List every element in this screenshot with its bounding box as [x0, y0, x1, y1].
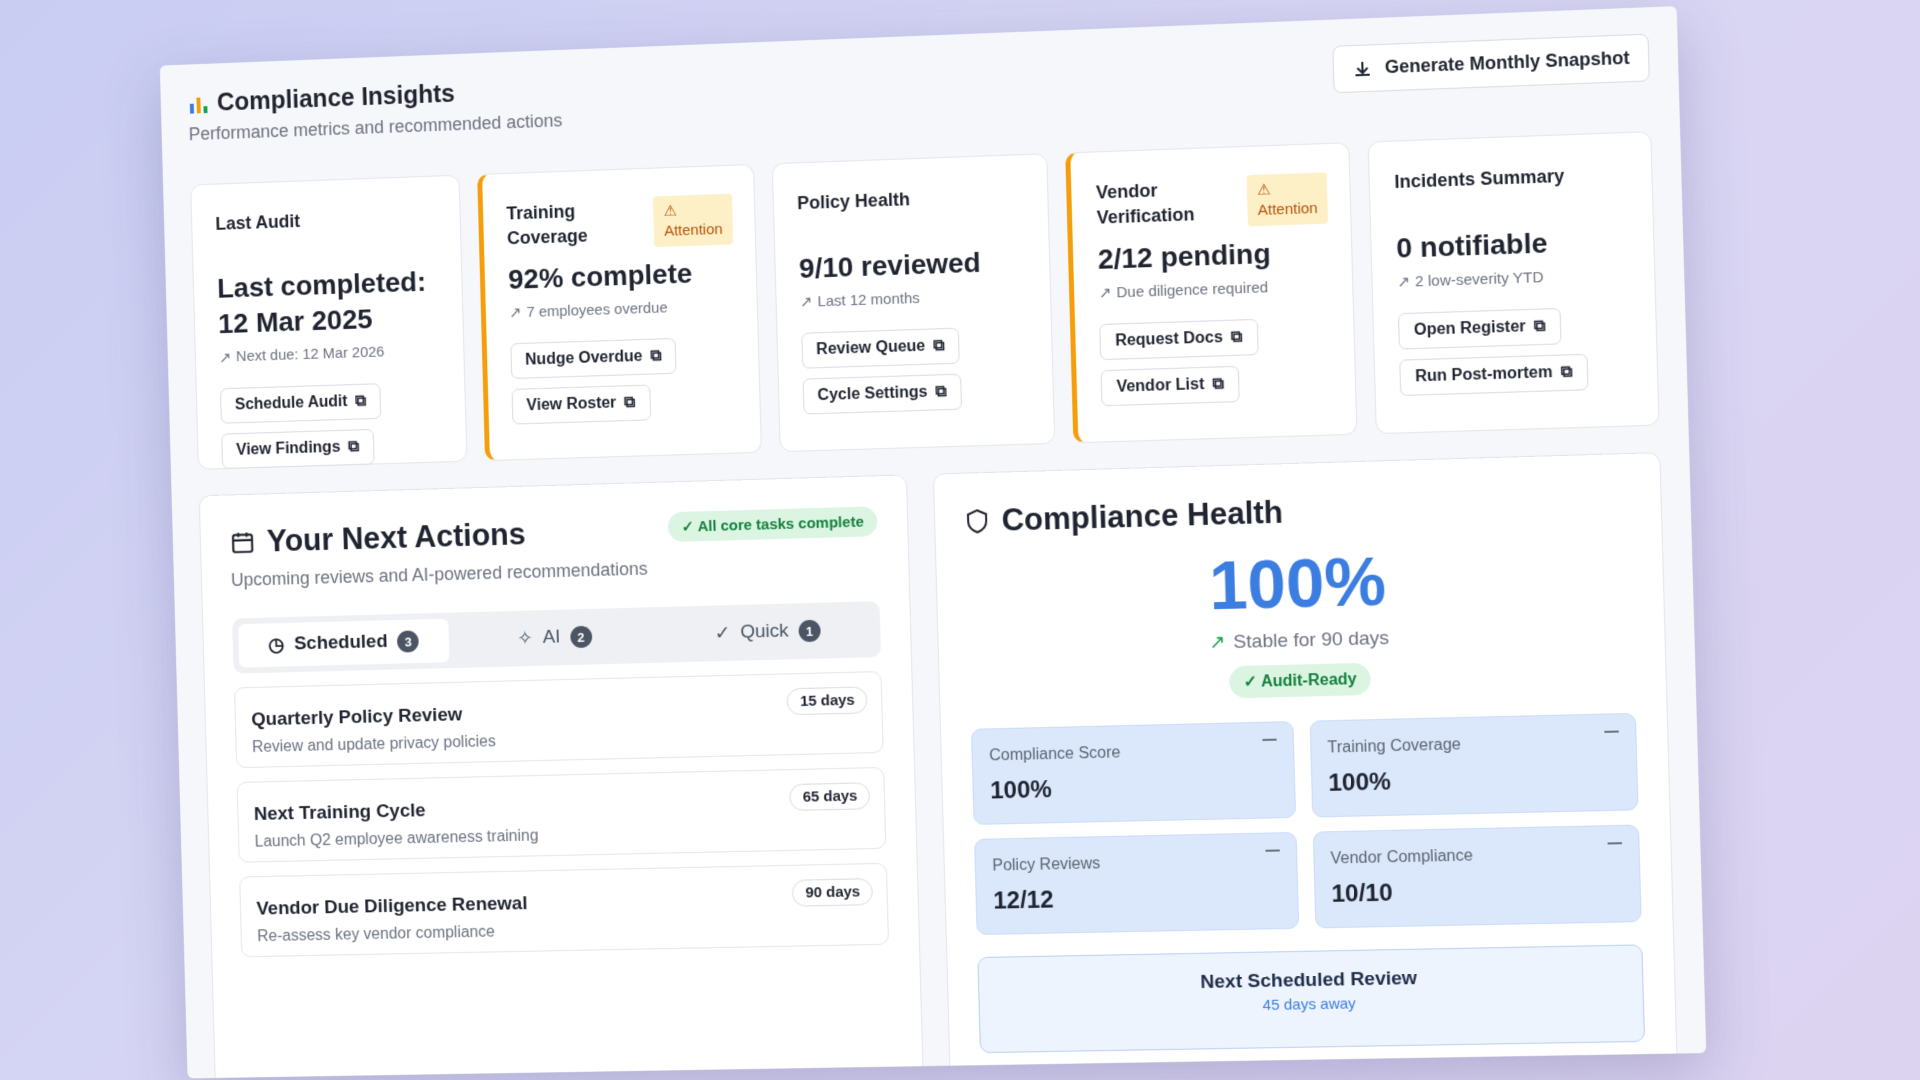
request-docs-button[interactable]: Request Docs ⧉ — [1100, 319, 1259, 360]
trend-up-icon: ↗ — [1209, 631, 1226, 655]
metric-vendor-compliance: Vendor Compliance 10/10 — [1312, 825, 1641, 929]
card-policy-health: Policy Health 9/10 reviewed ↗ Last 12 mon… — [771, 153, 1055, 452]
tab-count: 1 — [798, 620, 820, 643]
trend-icon: ↗ — [800, 293, 813, 311]
view-findings-button[interactable]: View Findings ⧉ — [221, 429, 374, 469]
trend-icon: ↗ — [1098, 284, 1111, 302]
bar-chart-icon — [188, 93, 210, 115]
card-note: Last 12 months — [817, 290, 920, 310]
next-actions-title: Your Next Actions — [266, 516, 526, 559]
trend-icon: ↗ — [1397, 273, 1410, 292]
attention-badge: ⚠ Attention — [1247, 172, 1329, 226]
item-desc: Re-assess key vendor compliance — [257, 916, 872, 946]
card-note: 7 employees overdue — [526, 299, 668, 321]
card-label: Policy Health — [797, 187, 910, 216]
view-roster-button[interactable]: View Roster ⧉ — [511, 385, 650, 425]
card-label: Vendor Verification — [1096, 177, 1195, 231]
cycle-settings-button[interactable]: Cycle Settings ⧉ — [802, 374, 962, 415]
attention-badge: ⚠ Attention — [653, 194, 733, 247]
item-desc: Launch Q2 employee awareness training — [254, 820, 869, 851]
vendor-list-button[interactable]: Vendor List ⧉ — [1101, 366, 1240, 407]
list-item[interactable]: Next Training Cycle Launch Q2 employee a… — [237, 767, 887, 863]
next-actions-panel: Your Next Actions ✓ All core tasks compl… — [199, 474, 926, 1078]
card-value: 0 notifiable — [1396, 222, 1631, 267]
clock-icon: ◷ — [268, 633, 285, 656]
dashboard-window: Compliance Insights Performance metrics … — [160, 6, 1706, 1078]
card-value: 9/10 reviewed — [799, 243, 1028, 287]
run-post-mortem-button[interactable]: Run Post-mortem ⧉ — [1399, 354, 1588, 396]
external-link-icon: ⧉ — [624, 394, 636, 412]
metric-training-coverage: Training Coverage 100% — [1309, 713, 1638, 818]
sparkle-icon: ✧ — [517, 627, 533, 650]
next-actions-subtitle: Upcoming reviews and AI-powered recommen… — [231, 552, 879, 591]
external-link-icon: ⧉ — [933, 338, 945, 356]
tab-count: 2 — [570, 626, 592, 648]
days-badge: 15 days — [787, 686, 868, 715]
tab-ai[interactable]: ✧ AI 2 — [448, 613, 661, 662]
card-note: Next due: 12 Mar 2026 — [236, 344, 385, 366]
actions-tabs: ◷ Scheduled 3 ✧ AI 2 ✓ Quick 1 — [232, 601, 881, 674]
external-link-icon: ⧉ — [1560, 364, 1572, 383]
card-value: 92% complete — [508, 254, 734, 298]
stable-text: Stable for 90 days — [1233, 627, 1389, 653]
trend-icon: ↗ — [509, 304, 522, 322]
list-item[interactable]: Vendor Due Diligence Renewal Re-assess k… — [239, 863, 889, 957]
metric-policy-reviews: Policy Reviews 12/12 — [975, 832, 1299, 935]
tab-count: 3 — [397, 630, 419, 652]
card-label: Last Audit — [215, 209, 300, 237]
external-link-icon: ⧉ — [1231, 329, 1243, 347]
external-link-icon: ⧉ — [650, 348, 662, 366]
external-link-icon: ⧉ — [348, 438, 360, 456]
item-desc: Review and update privacy policies — [252, 724, 867, 757]
minus-icon — [1262, 739, 1276, 741]
calendar-icon — [230, 529, 256, 555]
item-title: Next Training Cycle — [254, 790, 869, 826]
status-badge: ✓ All core tasks complete — [667, 506, 878, 542]
compliance-health-panel: Compliance Health 100% ↗ Stable for 90 d… — [933, 452, 1678, 1078]
minus-icon — [1604, 731, 1618, 733]
health-metrics: Compliance Score 100% Training Coverage … — [971, 713, 1641, 935]
generate-snapshot-button[interactable]: Generate Monthly Snapshot — [1332, 34, 1650, 94]
open-register-button[interactable]: Open Register ⧉ — [1398, 308, 1561, 350]
snapshot-button-label: Generate Monthly Snapshot — [1385, 48, 1630, 79]
metric-compliance-score: Compliance Score 100% — [971, 721, 1295, 825]
tab-quick[interactable]: ✓ Quick 1 — [660, 607, 875, 656]
page-title: Compliance Insights — [217, 80, 456, 118]
list-item[interactable]: Quarterly Policy Review Review and updat… — [234, 671, 884, 768]
trend-icon: ↗ — [219, 348, 232, 366]
health-title: Compliance Health — [1001, 494, 1283, 538]
card-incidents-summary: Incidents Summary 0 notifiable ↗ 2 low-se… — [1368, 131, 1660, 434]
card-last-audit: Last Audit Last completed: 12 Mar 2025 ↗… — [190, 175, 467, 470]
external-link-icon: ⧉ — [935, 383, 947, 401]
item-title: Vendor Due Diligence Renewal — [256, 886, 871, 920]
card-value: 2/12 pending — [1097, 234, 1329, 279]
schedule-audit-button[interactable]: Schedule Audit ⧉ — [220, 383, 382, 424]
shield-icon — [965, 508, 990, 535]
card-note: Due diligence required — [1116, 279, 1268, 301]
next-review-box[interactable]: Next Scheduled Review 45 days away — [978, 944, 1645, 1053]
warning-icon: ⚠ — [663, 202, 677, 222]
card-training-coverage: Training Coverage ⚠ Attention 92% complet… — [477, 164, 762, 461]
days-badge: 65 days — [789, 782, 870, 811]
minus-icon — [1265, 849, 1279, 851]
nudge-overdue-button[interactable]: Nudge Overdue ⧉ — [510, 338, 677, 379]
external-link-icon: ⧉ — [1534, 318, 1546, 337]
warning-icon: ⚠ — [1257, 180, 1271, 200]
download-icon — [1352, 58, 1373, 79]
days-badge: 90 days — [792, 878, 873, 907]
card-note: 2 low-severity YTD — [1415, 269, 1544, 290]
card-vendor-verification: Vendor Verification ⚠ Attention 2/12 pend… — [1066, 142, 1358, 443]
review-queue-button[interactable]: Review Queue ⧉ — [801, 328, 960, 369]
tab-scheduled[interactable]: ◷ Scheduled 3 — [238, 619, 449, 668]
metric-cards: Last Audit Last completed: 12 Mar 2025 ↗… — [190, 131, 1659, 470]
card-label: Incidents Summary — [1394, 164, 1565, 196]
external-link-icon: ⧉ — [1212, 376, 1224, 394]
audit-ready-badge: ✓ Audit-Ready — [1229, 663, 1371, 699]
card-value: Last completed: 12 Mar 2025 — [217, 264, 442, 343]
minus-icon — [1608, 842, 1622, 844]
health-score: 100% — [967, 535, 1633, 632]
check-circle-icon: ✓ — [714, 622, 730, 645]
external-link-icon: ⧉ — [355, 392, 367, 410]
card-label: Training Coverage — [506, 199, 588, 252]
